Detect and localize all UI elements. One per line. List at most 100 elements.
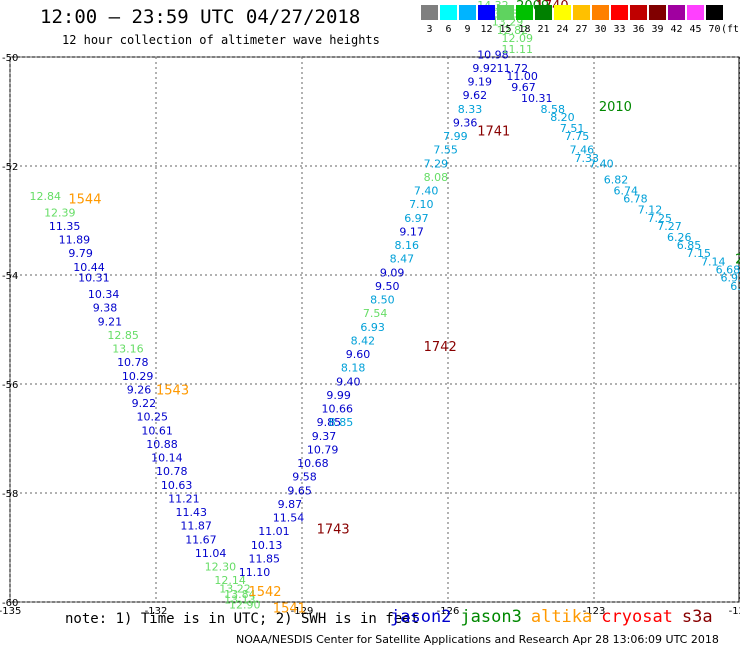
wave-height-value: 10.61	[141, 424, 173, 437]
satellite-altika: altika	[530, 607, 593, 627]
wave-height-value: 9.99	[326, 389, 351, 402]
wave-height-value: 6.74	[613, 185, 638, 198]
legend-swatch	[649, 5, 666, 20]
legend-swatch	[573, 5, 590, 20]
legend-swatch-label: 15	[499, 24, 512, 35]
pass-time-label: 1541	[273, 601, 306, 616]
pass-time-label: 1543	[156, 383, 189, 398]
legend-swatch	[478, 5, 495, 20]
wave-height-value: 6.97	[404, 212, 429, 225]
wave-height-value: 11.89	[59, 234, 91, 247]
wave-height-value: 10.34	[88, 288, 120, 301]
lat-tick-label: -50	[2, 53, 18, 64]
legend-swatch-label: 9	[464, 24, 471, 35]
wave-height-value: 7.54	[363, 307, 388, 320]
wave-height-value: 8.20	[550, 111, 575, 124]
wave-height-value: 9.62	[463, 89, 488, 102]
legend-swatch-label: 70	[708, 24, 721, 35]
wave-height-value: 11.67	[185, 533, 217, 546]
wave-height-value: 8.47	[390, 253, 415, 266]
lon-tick-label: -129	[291, 606, 314, 617]
wave-height-value: 11.21	[168, 492, 200, 505]
wave-height-value: 10.31	[78, 272, 110, 285]
wave-height-value: 9.37	[312, 430, 337, 443]
wave-height-value: 6.68	[716, 264, 740, 277]
legend-swatch	[668, 5, 685, 20]
legend-swatch-label: 24	[556, 24, 569, 35]
wave-height-value: 12.39	[44, 206, 76, 219]
lat-tick-label: -58	[2, 489, 18, 500]
map-frame	[9, 56, 740, 603]
pass-time-label: 20	[735, 253, 740, 268]
pass-time-label: 2010	[599, 100, 632, 115]
legend-swatch-label: 18	[518, 24, 531, 35]
legend-swatch-label: 42	[670, 24, 683, 35]
wave-height-value: 10.78	[117, 356, 149, 369]
wave-height-value: 12.09	[502, 32, 534, 45]
map-title: 12:00 – 23:59 UTC 04/27/2018	[40, 6, 361, 28]
wave-height-value: 8.58	[540, 103, 565, 116]
legend-unit: (ft)	[721, 24, 740, 35]
wave-height-value: 10.31	[521, 92, 553, 105]
wave-height-value: 9.92	[472, 62, 497, 75]
wave-height-value: 7.25	[648, 212, 673, 225]
wave-height-value: 6.85	[677, 239, 702, 252]
credit-footer: NOAA/NESDIS Center for Satellite Applica…	[236, 633, 719, 646]
wave-height-value: 10.66	[321, 403, 353, 416]
wave-height-value: 12.14	[214, 574, 246, 587]
wave-height-value: 13.84	[224, 588, 256, 601]
satellite-s3a: s3a	[681, 607, 713, 627]
wave-height-value: 7.27	[657, 220, 682, 233]
wave-height-value: 9.38	[93, 302, 118, 315]
pass-time-label: 1741	[477, 125, 510, 140]
wave-height-value: 9.26	[127, 383, 152, 396]
legend-swatch	[687, 5, 704, 20]
map-subtitle: 12 hour collection of altimeter wave hei…	[62, 33, 380, 47]
wave-height-value: 9.09	[380, 266, 405, 279]
wave-height-value: 9.22	[132, 397, 157, 410]
wave-height-value: 12.82	[497, 24, 528, 37]
wave-height-value: 7.51	[560, 122, 585, 135]
lon-tick-label: -126	[437, 606, 460, 617]
legend-swatch	[611, 5, 628, 20]
wave-height-value: 8.50	[370, 294, 395, 307]
wave-height-value: 11.11	[502, 43, 534, 56]
legend-swatch-label: 33	[613, 24, 626, 35]
wave-height-value: 11.35	[49, 220, 81, 233]
wave-height-value: 9.65	[287, 484, 312, 497]
legend-swatch-label: 6	[445, 24, 452, 35]
wave-height-value: 8.18	[341, 362, 366, 375]
wave-height-value: 11.85	[248, 552, 280, 565]
wave-height-value: 10.44	[73, 261, 105, 274]
units-note: note: 1) Time is in UTC; 2) SWH is in fe…	[65, 611, 420, 627]
lat-tick-label: -60	[2, 598, 18, 609]
legend-swatch-label: 39	[651, 24, 664, 35]
wave-height-value: 11.43	[175, 506, 207, 519]
pass-time-label: 1742	[424, 340, 457, 355]
legend-swatch-label: 27	[575, 24, 588, 35]
wave-height-value: 7.40	[414, 185, 439, 198]
legend-swatch	[497, 5, 514, 20]
lat-tick-label: -52	[2, 162, 18, 173]
wave-height-value: 8.42	[351, 334, 376, 347]
wave-height-value: 13.13	[224, 593, 256, 606]
wave-height-value: 9.79	[68, 247, 93, 260]
wave-height-value: 9.36	[453, 116, 478, 129]
wave-height-value: 12.90	[229, 599, 261, 612]
lat-tick-label: -56	[2, 380, 18, 391]
wave-height-value: 6.78	[623, 193, 648, 206]
wave-height-value: 7.14	[701, 255, 726, 268]
wave-height-value: 13.16	[112, 343, 144, 356]
legend-swatch	[459, 5, 476, 20]
wave-height-value: 9.21	[98, 315, 123, 328]
wave-height-value: 9.87	[278, 498, 303, 511]
wave-height-value: 10.98	[477, 48, 509, 61]
wave-height-value: 10.63	[161, 479, 193, 492]
wave-height-value: 10.29	[122, 370, 154, 383]
satellite-legend: jason2 jason3 altika cryosat s3a	[390, 607, 722, 627]
wave-height-value: 11.00	[506, 70, 538, 83]
wave-height-value: 9.50	[375, 280, 400, 293]
wave-height-value: 8.16	[394, 239, 419, 252]
satellite-jason3: jason3	[460, 607, 522, 627]
wave-height-value: 7.10	[409, 198, 434, 211]
